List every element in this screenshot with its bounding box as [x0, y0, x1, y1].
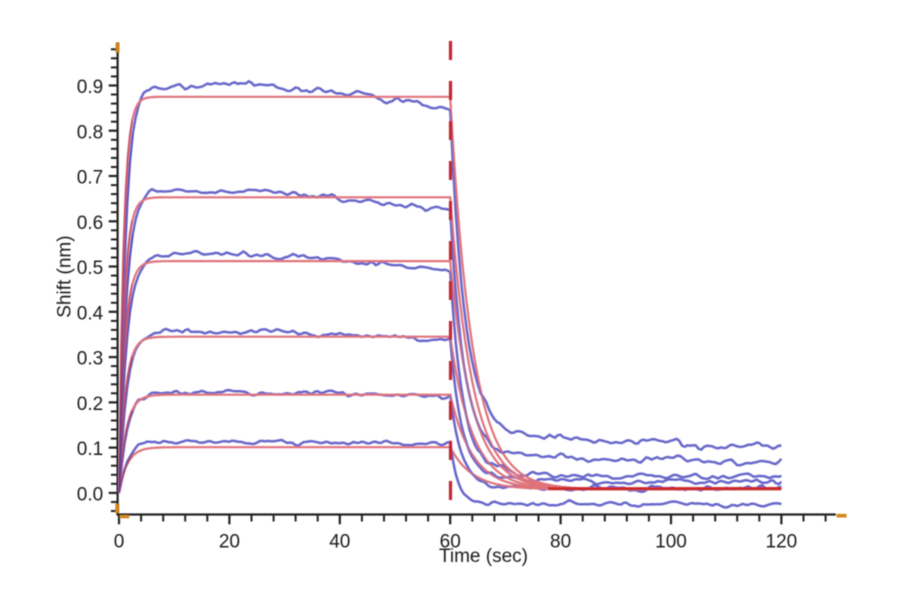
svg-text:Shift (nm): Shift (nm) [55, 235, 76, 317]
svg-text:60: 60 [440, 532, 461, 553]
svg-text:0.5: 0.5 [77, 258, 103, 279]
svg-text:0: 0 [114, 532, 125, 553]
svg-text:0.4: 0.4 [77, 303, 104, 324]
svg-text:Time (sec): Time (sec) [439, 546, 528, 567]
svg-text:0.0: 0.0 [77, 485, 103, 506]
svg-text:0.9: 0.9 [77, 77, 103, 98]
svg-text:0.1: 0.1 [77, 439, 103, 460]
svg-text:0.2: 0.2 [77, 394, 103, 415]
svg-text:0.6: 0.6 [77, 213, 103, 234]
svg-text:120: 120 [766, 532, 798, 553]
svg-text:0.8: 0.8 [77, 122, 103, 143]
svg-text:40: 40 [329, 532, 350, 553]
svg-text:80: 80 [550, 532, 571, 553]
svg-text:0.7: 0.7 [77, 168, 103, 189]
svg-text:20: 20 [219, 532, 240, 553]
svg-text:0.3: 0.3 [77, 349, 103, 370]
svg-text:100: 100 [655, 532, 687, 553]
